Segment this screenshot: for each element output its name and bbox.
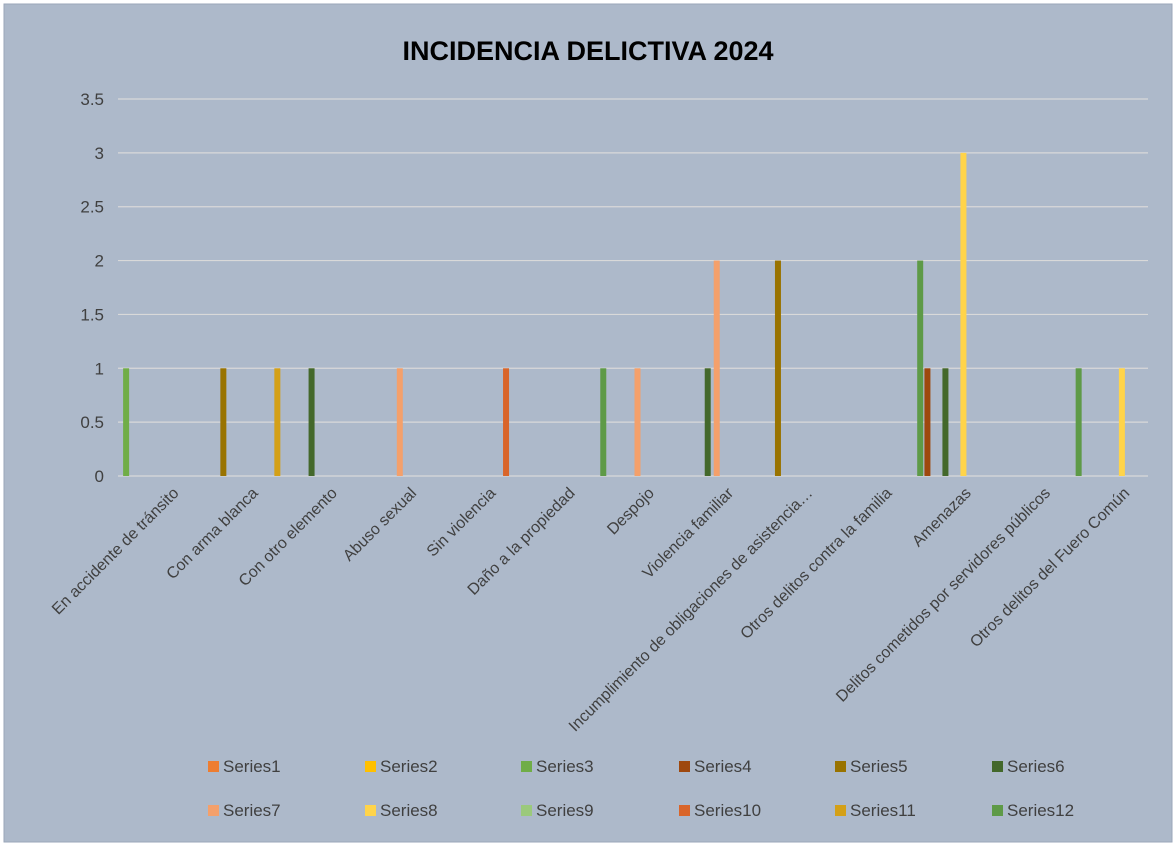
legend-label: Series4 <box>694 757 752 776</box>
legend-label: Series6 <box>1007 757 1065 776</box>
y-tick-label: 2.5 <box>80 198 104 217</box>
legend-label: Series1 <box>223 757 281 776</box>
legend-swatch <box>365 805 376 816</box>
y-tick-label: 0.5 <box>80 413 104 432</box>
y-tick-label: 3 <box>95 144 104 163</box>
legend-swatch <box>365 761 376 772</box>
bar <box>308 368 315 476</box>
y-tick-label: 3.5 <box>80 90 104 109</box>
legend-swatch <box>992 805 1003 816</box>
legend-swatch <box>208 761 219 772</box>
legend-label: Series3 <box>536 757 594 776</box>
bar <box>704 368 711 476</box>
legend-swatch <box>835 761 846 772</box>
bar <box>924 368 931 476</box>
gridlines <box>118 98 1148 477</box>
legend-label: Series2 <box>380 757 438 776</box>
bar <box>960 152 967 476</box>
bar <box>634 368 641 476</box>
legend-label: Series7 <box>223 801 281 820</box>
y-tick-label: 2 <box>95 252 104 271</box>
bar <box>220 368 227 476</box>
bar <box>1118 368 1125 476</box>
bar <box>774 260 781 476</box>
legend-label: Series9 <box>536 801 594 820</box>
y-tick-label: 0 <box>95 467 104 486</box>
legend-label: Series5 <box>850 757 908 776</box>
y-axis: 0 0.5 1 1.5 2 2.5 3 3.5 <box>80 90 104 486</box>
bar <box>274 368 281 476</box>
legend-label: Series11 <box>850 801 916 820</box>
legend-label: Series8 <box>380 801 438 820</box>
bar <box>600 368 607 476</box>
bar <box>1075 368 1082 476</box>
legend: Series1 Series2 Series3 Series4 Series5 Serie… <box>208 757 1074 820</box>
legend-label: Series12 <box>1007 801 1074 820</box>
bar <box>396 368 403 476</box>
legend-swatch <box>679 761 690 772</box>
bar <box>503 368 510 476</box>
legend-swatch <box>521 805 532 816</box>
y-tick-label: 1 <box>95 359 104 378</box>
bar <box>942 368 949 476</box>
legend-swatch <box>835 805 846 816</box>
legend-label: Series10 <box>694 801 761 820</box>
legend-swatch <box>208 805 219 816</box>
legend-swatch <box>521 761 532 772</box>
legend-swatch <box>679 805 690 816</box>
chart-title: INCIDENCIA DELICTIVA 2024 <box>402 36 773 66</box>
y-tick-label: 1.5 <box>80 305 104 324</box>
bars <box>123 152 1125 476</box>
bar <box>713 260 720 476</box>
bar <box>917 260 924 476</box>
bar <box>123 368 130 476</box>
chart-area <box>3 3 1173 843</box>
legend-swatch <box>992 761 1003 772</box>
